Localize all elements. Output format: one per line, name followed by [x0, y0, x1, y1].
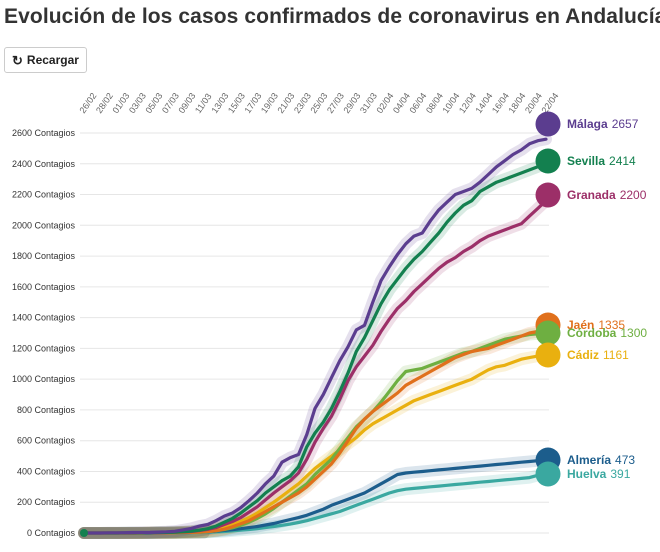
- y-tick-label: 2000 Contagios: [12, 220, 76, 230]
- end-marker-cádiz: [535, 342, 561, 368]
- end-marker-granada: [535, 182, 561, 208]
- reload-icon: ↻: [12, 52, 23, 68]
- series-label: Córdoba 1300: [567, 326, 647, 340]
- series-label-value: 391: [610, 467, 630, 481]
- y-tick-label: 1200 Contagios: [12, 343, 76, 353]
- series-label: Málaga 2657: [567, 117, 639, 131]
- series-label-value: 1161: [603, 348, 629, 362]
- x-tick-label: 11/03: [193, 92, 214, 116]
- series-label-name: Huelva: [567, 467, 607, 481]
- end-marker-córdoba: [535, 320, 561, 346]
- x-tick-label: 22/04: [539, 91, 560, 115]
- chart-title: Evolución de los casos confirmados de co…: [4, 5, 660, 28]
- series-label: Granada 2200: [567, 188, 647, 202]
- y-tick-label: 2200 Contagios: [12, 190, 76, 200]
- series-label-name: Córdoba: [567, 326, 617, 340]
- reload-button[interactable]: ↻ Recargar: [4, 47, 87, 73]
- reload-label: Recargar: [26, 53, 79, 67]
- y-tick-label: 1000 Contagios: [12, 374, 76, 384]
- y-tick-label: 1600 Contagios: [12, 282, 76, 292]
- y-tick-label: 400 Contagios: [17, 466, 76, 476]
- start-point: [80, 529, 88, 537]
- series-label-name: Almería: [567, 453, 611, 467]
- series-label: Jaén 1335: [567, 318, 625, 332]
- series-label: Huelva 391: [567, 467, 631, 481]
- series-label: Almería 473: [567, 453, 635, 467]
- series-label: Cádiz 1161: [567, 348, 629, 362]
- y-tick-label: 0 Contagios: [27, 528, 76, 538]
- y-tick-label: 200 Contagios: [17, 497, 76, 507]
- series-label-name: Cádiz: [567, 348, 599, 362]
- y-tick-label: 600 Contagios: [17, 436, 76, 446]
- series-line: [82, 137, 548, 535]
- y-tick-label: 800 Contagios: [17, 405, 76, 415]
- y-tick-label: 1800 Contagios: [12, 251, 76, 261]
- y-tick-label: 2400 Contagios: [12, 159, 76, 169]
- series-label-value: 2414: [609, 154, 636, 168]
- series-label-value: 2657: [612, 117, 639, 131]
- y-tick-label: 1400 Contagios: [12, 313, 76, 323]
- series-label-value: 1335: [598, 318, 625, 332]
- end-marker-sevilla: [535, 148, 561, 174]
- series-label-value: 473: [615, 453, 635, 467]
- series-label-value: 2200: [620, 188, 647, 202]
- series-label-value: 1300: [620, 326, 647, 340]
- end-marker-málaga: [535, 111, 561, 137]
- series-label-name: Málaga: [567, 117, 608, 131]
- y-tick-label: 2600 Contagios: [12, 128, 76, 138]
- end-marker-huelva: [535, 461, 561, 487]
- series-label-name: Jaén: [567, 318, 594, 332]
- series-label-name: Sevilla: [567, 154, 605, 168]
- series-label-name: Granada: [567, 188, 616, 202]
- series-label: Sevilla 2414: [567, 154, 636, 168]
